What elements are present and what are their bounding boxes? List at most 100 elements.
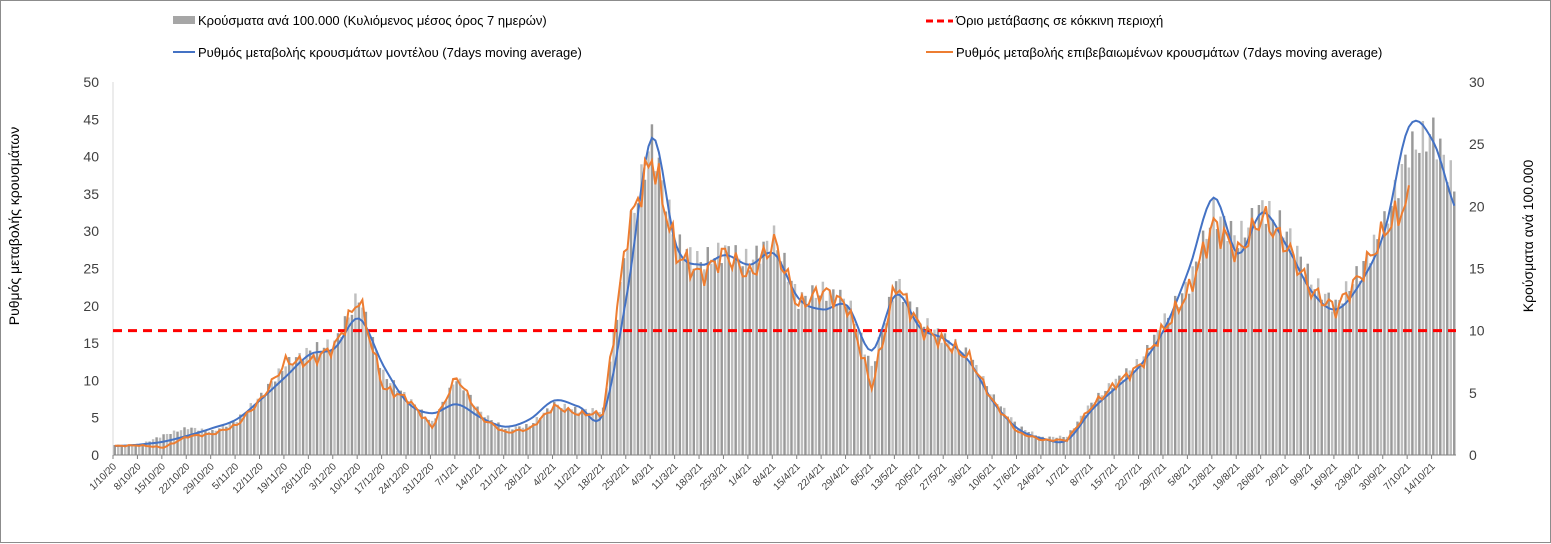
case-bar (214, 430, 218, 455)
case-bar (462, 390, 465, 455)
case-bar (1055, 437, 1058, 455)
case-bar (968, 360, 971, 455)
case-bar (190, 427, 193, 455)
case-bar (305, 347, 308, 455)
y-axis-right-title: Κρούσματα ανά 100.000 (1520, 160, 1536, 313)
case-bar (985, 386, 989, 455)
case-bar (1383, 211, 1386, 455)
case-bar (1003, 407, 1006, 455)
case-bar (235, 422, 239, 455)
case-bar (1355, 266, 1358, 455)
case-bar (1341, 303, 1344, 455)
case-bar (1125, 368, 1128, 455)
case-bar (1365, 251, 1369, 455)
case-bar (926, 318, 929, 455)
case-bar (654, 171, 657, 455)
case-bar (246, 410, 249, 455)
y-axis-left-title: Ρυθμός μεταβολής κρουσμάτων (6, 127, 22, 325)
case-bar (406, 401, 409, 455)
case-bar (336, 333, 340, 455)
y-left-tick-label: 30 (83, 223, 99, 239)
case-bar (800, 292, 804, 455)
case-bar (1128, 370, 1132, 455)
case-bar (1393, 179, 1397, 455)
case-bar (626, 249, 629, 455)
case-bar (818, 295, 821, 455)
case-bar (1083, 414, 1086, 455)
case-bar (1344, 281, 1348, 455)
case-bar (1296, 245, 1299, 455)
case-bar (1041, 436, 1044, 455)
case-bar (500, 427, 504, 455)
case-bar (1275, 229, 1278, 455)
case-bar (587, 412, 591, 455)
case-bar (340, 336, 343, 455)
case-bar (1184, 281, 1187, 455)
case-bar (1222, 216, 1226, 455)
case-bar (936, 328, 940, 455)
case-bar (866, 355, 870, 455)
case-bar (964, 347, 968, 455)
case-bar (1139, 365, 1142, 455)
case-bar (507, 427, 511, 455)
case-bar (901, 301, 905, 455)
case-bar (162, 434, 165, 455)
case-bar (371, 337, 375, 455)
case-bar (765, 240, 769, 455)
case-bar (751, 259, 755, 455)
case-bar (999, 406, 1002, 455)
case-bar (333, 340, 336, 455)
case-bar (298, 352, 301, 455)
case-bar (375, 350, 378, 455)
confirmed-line (114, 155, 1410, 449)
case-bar (682, 259, 685, 455)
x-tick-label: 24/6/21 (1016, 461, 1048, 493)
case-bar (1142, 356, 1146, 455)
case-bar (971, 359, 975, 455)
case-bar (992, 394, 996, 455)
case-bar (887, 296, 891, 455)
case-bar (134, 444, 137, 455)
case-bar (1166, 317, 1170, 455)
case-bar (1254, 229, 1257, 455)
case-bar (1023, 429, 1027, 455)
case-bar (1250, 208, 1254, 455)
case-bar (1090, 402, 1093, 455)
case-bar (396, 390, 399, 455)
case-bar (905, 292, 908, 455)
case-bar (685, 249, 689, 455)
case-bar (1160, 333, 1163, 455)
case-bar (622, 258, 626, 455)
case-bar (326, 339, 329, 455)
case-bar (1111, 387, 1114, 455)
case-bar (1282, 237, 1285, 455)
case-bar (668, 199, 671, 455)
case-bar (650, 124, 654, 455)
case-bar (1407, 167, 1411, 455)
case-bar (1289, 228, 1292, 455)
case-bar (1323, 293, 1327, 455)
case-bar (863, 354, 866, 455)
case-bar (657, 157, 661, 456)
case-bar (1201, 230, 1205, 455)
case-bar (1006, 416, 1009, 455)
case-bar (1397, 198, 1400, 455)
case-bar (218, 428, 221, 455)
case-bar (954, 339, 957, 455)
case-bar (253, 404, 256, 455)
case-bar (535, 417, 539, 455)
case-bar (1072, 428, 1076, 455)
case-bar (539, 418, 542, 455)
case-bar (1135, 358, 1139, 455)
case-bar (804, 295, 807, 455)
case-bar (476, 406, 479, 455)
case-bar (123, 444, 127, 455)
case-bar (1446, 182, 1449, 455)
y-right-tick-label: 30 (1469, 74, 1485, 90)
case-bar (786, 281, 790, 455)
case-bar (284, 366, 287, 455)
legend-bars-swatch (173, 16, 195, 24)
case-bar (1114, 378, 1118, 455)
case-bar (713, 258, 716, 455)
case-bar (354, 293, 357, 455)
